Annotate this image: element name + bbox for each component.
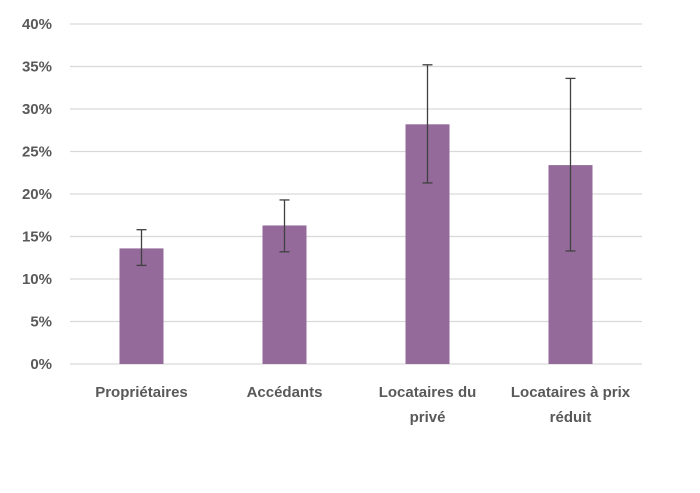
- error-bars: [136, 64, 576, 267]
- category-label-line: réduit: [550, 409, 592, 426]
- category-label: Locataires à prix réduit: [511, 384, 631, 426]
- y-tick-label: 30%: [22, 101, 52, 118]
- y-tick-label: 5%: [30, 314, 52, 331]
- y-tick-label: 0%: [30, 356, 52, 373]
- y-axis-tick-labels: 0% 5% 10% 15% 20% 25% 30% 35% 40%: [22, 16, 52, 373]
- category-label-line: Accédants: [247, 384, 323, 401]
- category-label-line: Locataires à prix: [511, 384, 631, 401]
- x-axis-category-labels: Propriétaires Accédants Locataires du privé…: [95, 384, 631, 426]
- category-label-line: privé: [410, 409, 446, 426]
- y-tick-label: 10%: [22, 271, 52, 288]
- category-label: Accédants: [247, 384, 323, 401]
- y-tick-label: 35%: [22, 59, 52, 76]
- category-label: Locataires du privé: [379, 384, 477, 426]
- error-bar: [136, 229, 147, 267]
- bar: [119, 248, 164, 364]
- y-tick-label: 25%: [22, 144, 52, 161]
- category-label-line: Propriétaires: [95, 384, 188, 401]
- bars: [119, 124, 593, 364]
- error-bar: [279, 199, 290, 253]
- y-tick-label: 15%: [22, 229, 52, 246]
- category-label: Propriétaires: [95, 384, 188, 401]
- error-bar: [422, 64, 433, 184]
- error-bar: [565, 77, 576, 252]
- y-tick-label: 40%: [22, 16, 52, 33]
- y-tick-label: 20%: [22, 186, 52, 203]
- gridlines: [70, 23, 642, 365]
- category-label-line: Locataires du: [379, 384, 477, 401]
